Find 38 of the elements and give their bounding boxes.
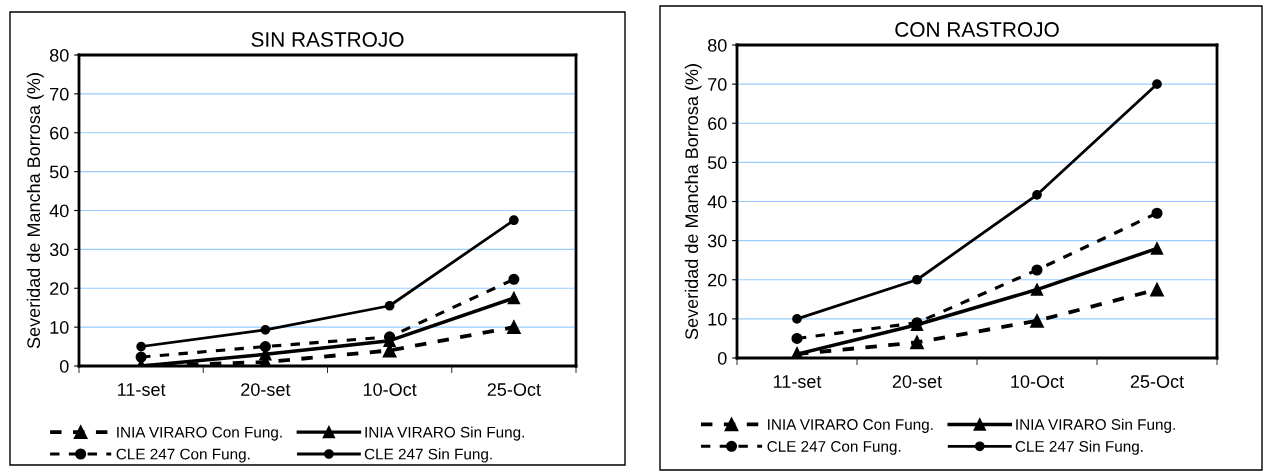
x-tick-label: 10-Oct — [1011, 375, 1064, 388]
y-tick-label: 60 — [50, 126, 69, 140]
legend-label: CLE 247 Con Fung. — [767, 440, 901, 455]
y-tick-label: 0 — [59, 359, 69, 373]
y-tick-label: 70 — [708, 78, 727, 91]
legend-label: CLE 247 Con Fung. — [116, 448, 250, 463]
y-tick-label: 10 — [708, 312, 727, 326]
legend-label: INIA VIRARO Sin Fung. — [365, 426, 524, 441]
y-axis-title: Severidad de Mancha Borrosa (%) — [684, 64, 702, 340]
y-tick-label: 50 — [707, 156, 727, 170]
y-tick-label: 80 — [49, 48, 69, 62]
x-tick-label: 20-set — [892, 375, 942, 388]
x-tick-label: 11-set — [118, 383, 166, 396]
y-tick-label: 10 — [50, 321, 69, 334]
y-tick-label: 30 — [707, 234, 727, 248]
x-tick-label: 11-set — [773, 375, 822, 388]
y-tick-label: 40 — [707, 195, 727, 209]
chart-title: CON RASTROJO — [895, 22, 1059, 37]
chart-title: SIN RASTROJO — [251, 32, 404, 47]
y-tick-label: 20 — [50, 282, 69, 295]
x-tick-label: 25-Oct — [1130, 375, 1184, 388]
y-tick-label: 70 — [50, 87, 69, 101]
y-tick-label: 80 — [707, 38, 727, 52]
y-tick-label: 50 — [49, 165, 69, 179]
y-tick-label: 20 — [708, 273, 727, 287]
legend-label: INIA VIRARO Con Fung. — [117, 426, 282, 441]
y-axis-title: Severidad de Mancha Borrosa (%) — [26, 73, 44, 349]
y-tick-label: 40 — [49, 204, 69, 218]
legend-label: INIA VIRARO Sin Fung. — [1016, 418, 1175, 433]
y-tick-label: 60 — [708, 117, 727, 130]
y-tick-label: 0 — [717, 351, 727, 365]
legend-label: CLE 247 Sin Fung. — [1015, 440, 1143, 455]
x-tick-label: 20-set — [241, 383, 291, 396]
x-tick-label: 10-Oct — [363, 383, 417, 396]
legend-label: CLE 247 Sin Fung. — [364, 448, 492, 463]
legend-label: INIA VIRARO Con Fung. — [768, 419, 933, 433]
y-tick-label: 30 — [49, 243, 69, 257]
x-tick-label: 25-Oct — [487, 383, 541, 396]
